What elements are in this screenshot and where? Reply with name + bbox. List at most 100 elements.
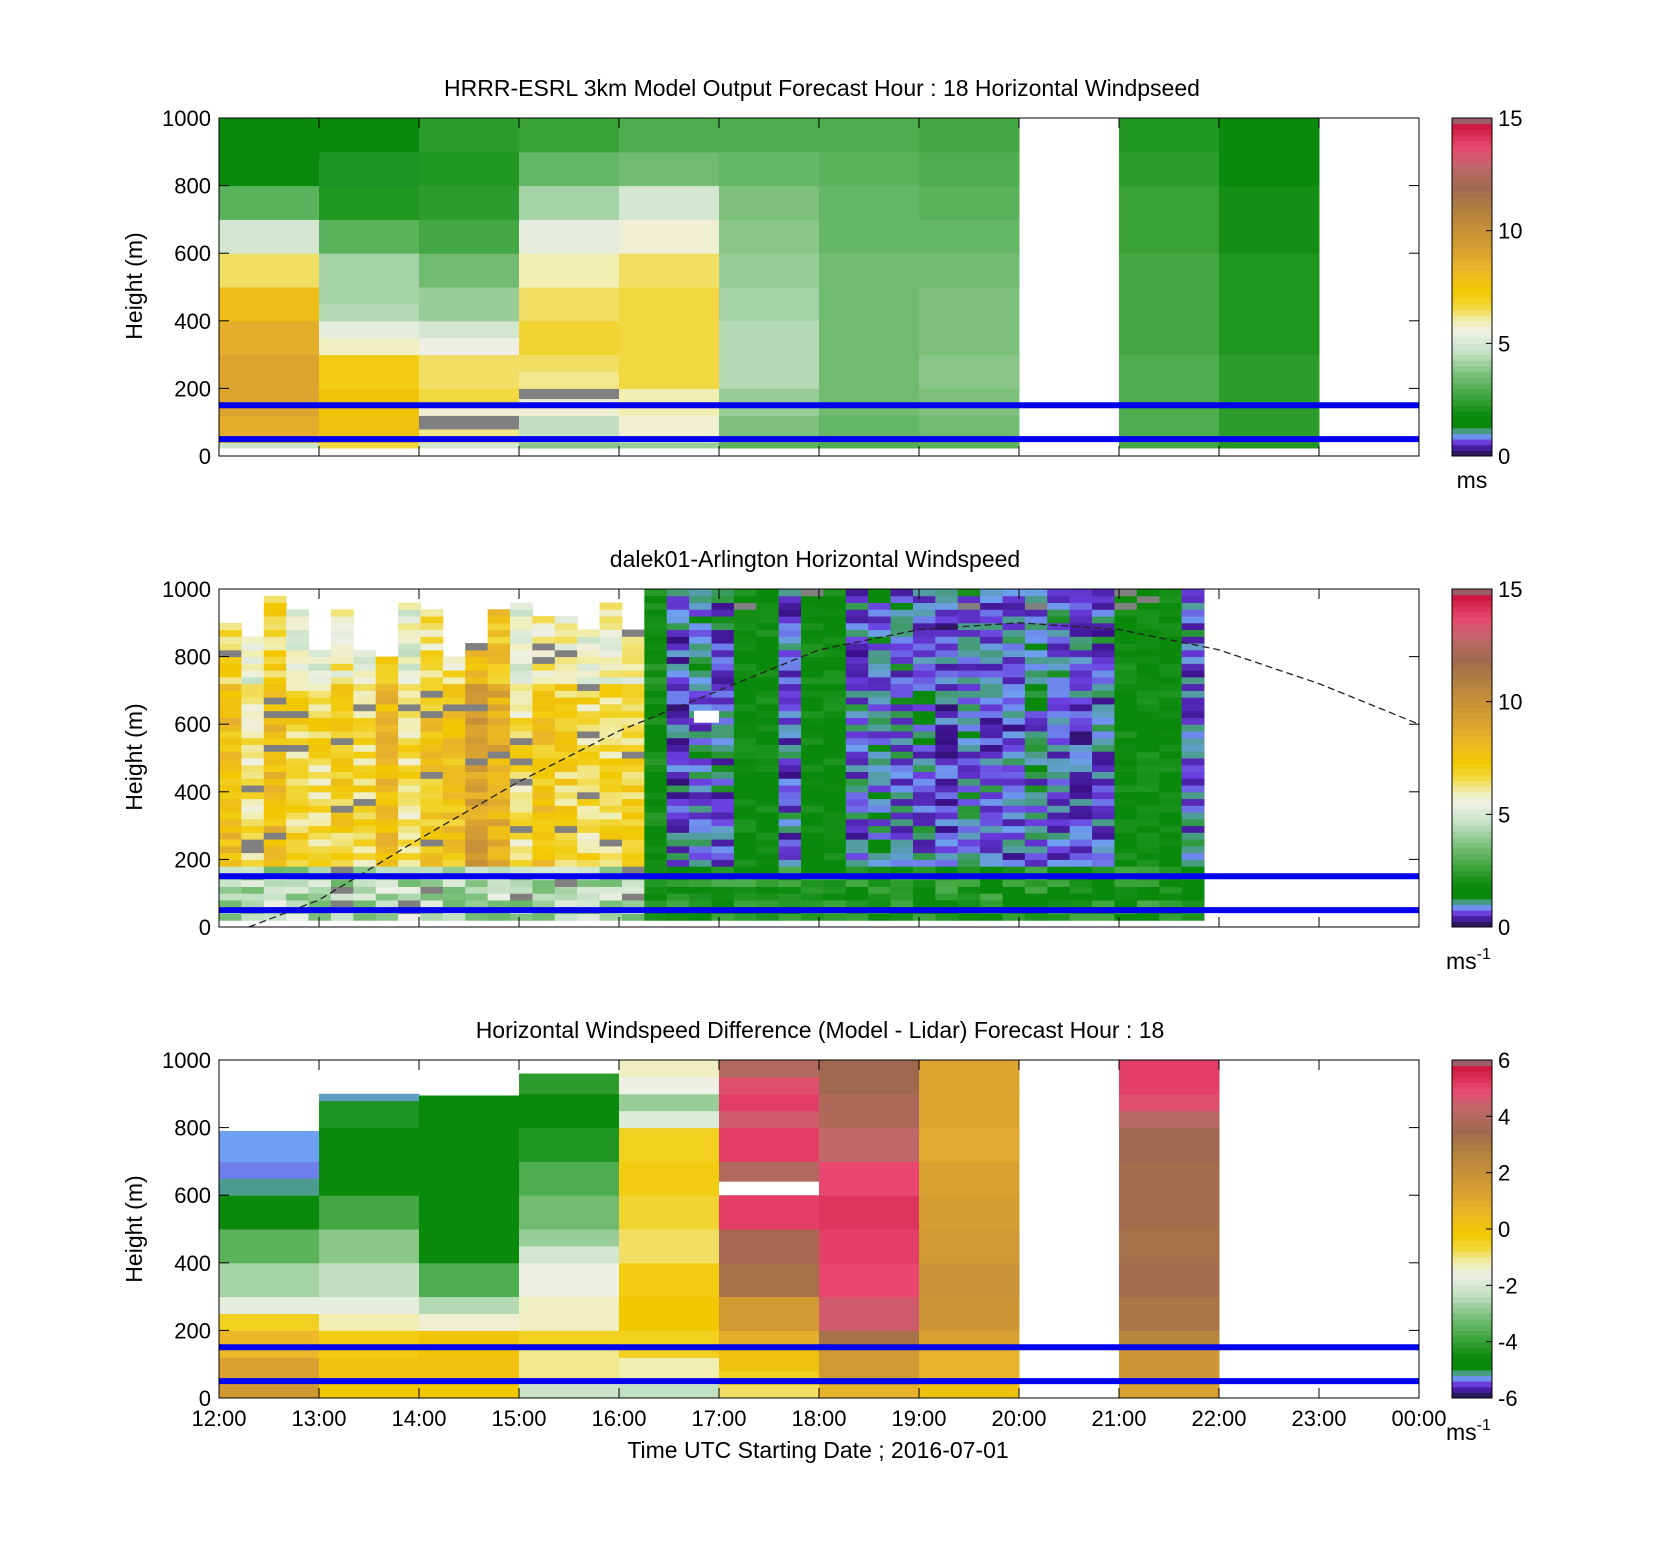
lidar-cell	[801, 839, 824, 847]
lidar-cell	[442, 737, 466, 745]
colorbar-step	[1452, 292, 1492, 299]
lidar-cell	[644, 751, 668, 759]
lidar-cell	[621, 751, 645, 759]
lidar-cell	[554, 893, 578, 901]
lidar-cell	[1024, 703, 1048, 712]
lidar-cell	[286, 812, 310, 820]
lidar-cell	[1136, 589, 1160, 597]
lidar-cell	[980, 805, 1004, 813]
lidar-cell	[711, 649, 735, 658]
lidar-cell	[398, 697, 421, 705]
lidar-cell	[823, 791, 847, 800]
colorbar-step	[1452, 1093, 1492, 1100]
lidar-cell	[689, 832, 712, 840]
lidar-cell	[465, 670, 489, 678]
lidar-cell	[644, 818, 668, 827]
colorbar-step	[1452, 881, 1492, 889]
lidar-cell	[1181, 690, 1205, 698]
colorbar-step	[1452, 825, 1492, 832]
lidar-cell	[375, 744, 399, 752]
difference-cell	[719, 1330, 820, 1348]
lidar-cell	[577, 663, 601, 671]
lidar-cell	[241, 636, 265, 644]
lidar-cell	[957, 859, 981, 867]
lidar-cell	[286, 676, 310, 685]
lidar-cell	[330, 656, 354, 664]
lidar-cell	[711, 859, 735, 867]
lidar-cell	[912, 697, 936, 705]
lidar-cell	[308, 751, 332, 759]
lidar-cell	[510, 839, 533, 847]
lidar-cell	[912, 812, 936, 820]
lidar-cell	[711, 764, 735, 773]
lidar-cell	[330, 710, 354, 718]
lidar-cell	[666, 798, 690, 806]
lidar-cell	[778, 758, 802, 766]
lidar-cell	[778, 730, 802, 739]
lidar-cell	[1114, 791, 1138, 800]
lidar-cell	[1047, 798, 1071, 806]
lidar-cell	[330, 886, 354, 894]
lidar-cell	[912, 852, 936, 860]
lidar-cell	[845, 622, 869, 631]
lidar-cell	[219, 825, 242, 833]
lidar-cell	[957, 724, 981, 732]
lidar-cell	[689, 812, 712, 820]
lidar-cell	[845, 771, 869, 779]
model-cell	[1219, 185, 1320, 220]
lidar-cell	[1069, 710, 1093, 718]
lidar-cell	[532, 825, 556, 833]
lidar-cell	[554, 690, 578, 698]
lidar-cell	[890, 730, 914, 739]
colorbar-tick-label: 15	[1498, 577, 1522, 602]
lidar-cell	[263, 751, 287, 759]
lidar-cell	[756, 663, 780, 671]
lidar-cell	[1002, 818, 1026, 827]
lidar-cell	[644, 879, 668, 887]
lidar-cell	[420, 785, 444, 793]
lidar-cell	[711, 724, 735, 732]
lidar-cell	[599, 832, 623, 840]
lidar-cell	[1069, 683, 1093, 691]
panel-model-colorbar-unit: ms	[1457, 467, 1488, 493]
lidar-cell	[666, 852, 690, 860]
lidar-cell	[1092, 730, 1115, 739]
lidar-cell	[1047, 913, 1071, 921]
lidar-cell	[532, 866, 556, 874]
lidar-cell	[912, 805, 936, 813]
lidar-cell	[935, 859, 959, 867]
lidar-cell	[823, 879, 847, 887]
lidar-cell	[1159, 629, 1183, 637]
lidar-cell	[1159, 710, 1183, 718]
lidar-cell	[868, 798, 892, 806]
lidar-cell	[890, 717, 914, 725]
lidar-cell	[666, 622, 690, 631]
lidar-cell	[912, 913, 936, 921]
lidar-cell	[1114, 899, 1138, 908]
lidar-cell	[1024, 690, 1048, 698]
ytick-label: 1000	[162, 577, 211, 602]
lidar-cell	[241, 730, 265, 739]
lidar-cell	[375, 778, 399, 786]
lidar-cell	[980, 812, 1004, 820]
lidar-cell	[308, 791, 332, 800]
lidar-cell	[666, 771, 690, 779]
lidar-cell	[442, 825, 466, 833]
lidar-cell	[308, 649, 332, 658]
lidar-cell	[801, 818, 824, 827]
lidar-cell	[420, 710, 444, 718]
lidar-cell	[1114, 717, 1138, 725]
lidar-cell	[957, 602, 981, 610]
difference-cell	[319, 1330, 420, 1358]
difference-cell	[919, 1195, 1020, 1230]
lidar-cell	[957, 649, 981, 658]
lidar-cell	[823, 589, 847, 597]
lidar-cell	[554, 670, 578, 678]
lidar-cell	[689, 785, 712, 793]
lidar-cell	[689, 609, 712, 617]
lidar-cell	[868, 785, 892, 793]
lidar-cell	[778, 609, 802, 617]
model-cell	[319, 118, 420, 153]
lidar-cell	[577, 845, 601, 854]
